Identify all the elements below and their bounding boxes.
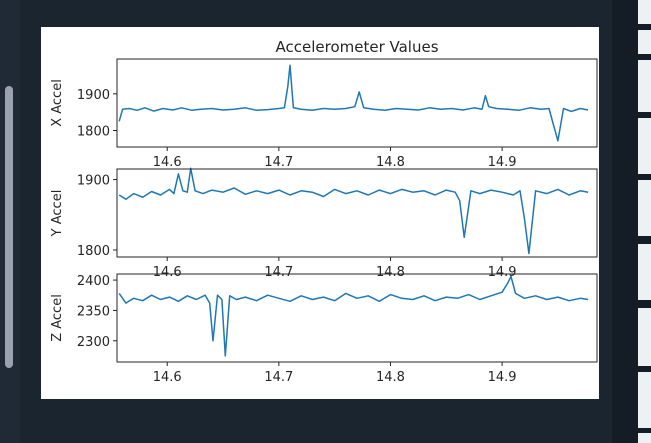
y-tick-label: 1900	[77, 88, 110, 103]
thumbnail-item[interactable]	[638, 180, 651, 236]
x-tick-label: 14.6	[153, 265, 182, 280]
y-tick-label: 2400	[77, 274, 110, 289]
thumbnail-item[interactable]	[638, 433, 651, 443]
thumbnail-item[interactable]	[638, 60, 651, 112]
y-tick-label: 1900	[77, 174, 110, 189]
thumbnail-item[interactable]	[638, 118, 651, 174]
axes-frame-2	[116, 168, 598, 258]
thumbnail-item[interactable]	[638, 372, 651, 428]
axes-frame-3	[116, 273, 598, 363]
y-tick-label: 1800	[77, 125, 110, 140]
thumbnail-strip	[612, 0, 651, 443]
x-tick-label: 14.9	[488, 370, 517, 385]
y-axis-label: X Accel	[50, 79, 65, 127]
x-tick-label: 14.7	[264, 155, 293, 170]
chart-title: Accelerometer Values	[275, 38, 438, 56]
x-tick-label: 14.8	[376, 155, 405, 170]
y-axis-label: Y Accel	[50, 190, 65, 238]
y-tick-label: 1800	[77, 244, 110, 259]
y-tick-label: 2300	[77, 335, 110, 350]
left-scrollbar-thumb[interactable]	[5, 86, 13, 368]
series-line-2-1	[118, 167, 589, 255]
x-tick-label: 14.9	[488, 265, 517, 280]
accelerometer-chart: Accelerometer Values 1800 1900 14.6 14.7 14.8…	[50, 38, 598, 385]
y-tick-label: 2350	[77, 304, 110, 319]
x-tick-label: 14.6	[153, 370, 182, 385]
x-tick-label: 14.9	[488, 155, 517, 170]
thumbnail-item[interactable]	[638, 0, 651, 24]
left-gutter	[0, 0, 20, 443]
thumbnail-item[interactable]	[638, 244, 651, 300]
x-tick-label: 14.8	[376, 265, 405, 280]
thumbnail-item[interactable]	[638, 30, 651, 54]
series-line-3-1	[118, 275, 589, 357]
x-tick-label: 14.7	[264, 370, 293, 385]
axes-frame-1	[116, 58, 598, 148]
figure-canvas: Accelerometer Values 1800 1900 14.6 14.7 14.8…	[41, 27, 599, 399]
x-tick-label: 14.6	[153, 155, 182, 170]
thumbnail-item[interactable]	[638, 308, 651, 366]
series-line-1-1	[118, 64, 589, 142]
x-tick-label: 14.7	[264, 265, 293, 280]
y-axis-label: Z Accel	[50, 294, 65, 342]
x-tick-label: 14.8	[376, 370, 405, 385]
